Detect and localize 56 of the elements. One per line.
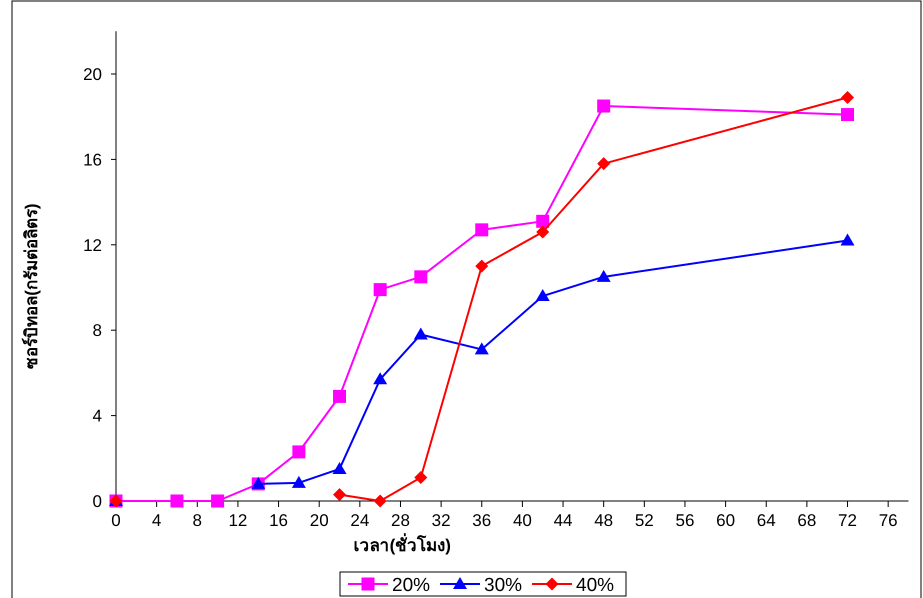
point [170,494,184,508]
point [840,234,855,246]
x-tick-label: 68 [797,511,816,530]
y-tick-label: 16 [83,150,102,170]
x-tick-label: 72 [838,511,857,530]
x-tick-label: 28 [391,511,410,530]
x-tick-label: 76 [878,511,898,530]
x-tick-label: 24 [350,511,370,530]
legend-label: 40% [576,575,614,596]
y-tick-label: 20 [83,65,102,84]
point [373,372,388,384]
point [475,260,488,273]
x-tick-label: 56 [676,511,694,530]
x-tick-label: 0 [111,511,121,530]
x-tick-label: 36 [472,511,492,530]
y-axis-title: ซอร์บิทอล(กรัมต่อลิตร) [21,203,41,369]
x-tick-label: 32 [432,511,451,530]
x-tick-label: 52 [634,511,654,530]
point [292,445,306,458]
y-tick-label: 0 [92,492,102,511]
point [374,494,387,508]
x-tick-label: 64 [756,511,776,530]
x-tick-label: 16 [269,511,288,530]
y-tick-label: 4 [92,406,102,426]
x-axis-title: เวลา(ชั่วโมง) [354,533,451,555]
x-tick-label: 20 [310,511,329,530]
x-tick-label: 8 [192,511,202,530]
point [211,494,224,508]
x-tick-label: 40 [512,511,532,530]
point [475,223,488,236]
x-tick-label: 44 [554,511,572,530]
point [596,270,611,282]
point [414,270,428,284]
y-tick-label: 12 [83,236,102,255]
legend-label: 30% [484,575,522,596]
x-tick-label: 60 [716,511,736,530]
point [841,90,854,104]
point [536,225,550,238]
point [414,327,428,340]
point [374,283,387,296]
legend-label: 20% [392,575,430,596]
point [414,471,428,484]
point [536,214,550,228]
point [474,342,489,354]
point [333,488,346,502]
point [292,476,306,488]
x-tick-label: 12 [228,511,248,530]
x-tick-label: 4 [152,511,162,530]
point [841,108,854,122]
y-tick-label: 8 [92,321,102,340]
point [597,100,610,113]
x-tick-label: 48 [594,511,614,530]
point [333,390,346,403]
point [536,289,550,302]
point [332,462,347,474]
point [597,157,610,170]
